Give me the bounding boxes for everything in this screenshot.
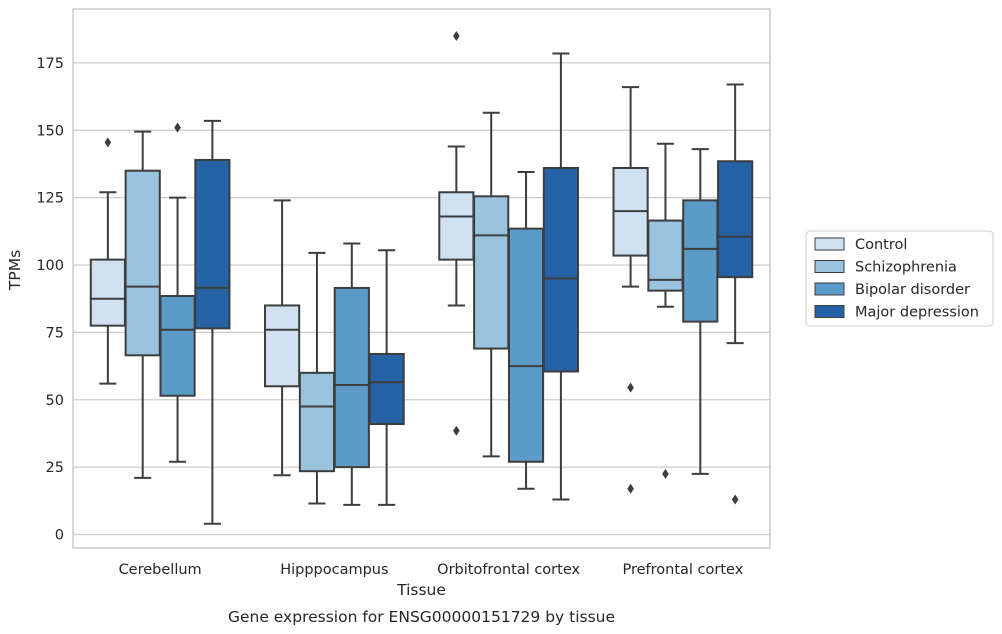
y-tick-label: 0: [55, 528, 64, 544]
box-body: [89, 258, 126, 327]
y-tick-labels: 0 25 50 75 100 125 150 175: [36, 56, 64, 544]
legend-swatch: [814, 305, 845, 318]
box-4-2: [647, 142, 684, 479]
y-tick-label: 175: [36, 56, 64, 72]
y-tick-label: 150: [36, 123, 64, 139]
box-2-1: [264, 199, 301, 477]
outlier-point: [731, 494, 739, 505]
box-4-4: [717, 83, 754, 505]
box-3-3: [507, 171, 545, 490]
y-axis-label: TPMs: [6, 250, 24, 291]
y-tick-label: 100: [36, 258, 64, 274]
box-1-4: [194, 119, 231, 525]
x-tick-label: Hipppocampus: [280, 562, 388, 578]
box-body: [124, 169, 161, 357]
box-1-3: [159, 122, 196, 463]
legend-swatch: [814, 260, 845, 273]
legend-label: Bipolar disorder: [855, 282, 970, 298]
box-body: [507, 227, 545, 463]
box-groups: [89, 30, 754, 525]
y-tick-label: 25: [46, 460, 64, 476]
box-body: [159, 295, 196, 397]
chart-caption: Gene expression for ENSG00000151729 by t…: [228, 608, 615, 626]
box-4-3: [682, 148, 719, 475]
box-body: [264, 304, 301, 388]
legend-label: Major depression: [855, 305, 979, 321]
x-tick-label: Prefrontal cortex: [622, 562, 743, 578]
plot-frame: [72, 8, 771, 549]
box-3-4: [542, 52, 579, 501]
box-body: [368, 352, 405, 426]
box-3-2: [473, 111, 510, 458]
x-tick-label: Cerebellum: [119, 562, 202, 578]
outlier-point: [453, 30, 460, 41]
box-body: [194, 158, 231, 330]
legend: Control Schizophrenia Bipolar disorder Majo…: [805, 230, 994, 327]
box-2-3: [333, 242, 370, 506]
outlier-point: [662, 468, 669, 479]
legend-label: Control: [855, 237, 907, 253]
outlier-point: [174, 122, 181, 133]
box-body: [717, 160, 754, 279]
outlier-point: [453, 425, 460, 436]
legend-swatch: [814, 282, 845, 296]
y-tick-label: 125: [36, 191, 64, 207]
x-tick-label: Orbitofrontal cortex: [437, 562, 580, 578]
legend-swatch: [814, 237, 845, 251]
box-body: [333, 286, 370, 469]
box-body: [542, 167, 579, 373]
y-tick-label: 75: [46, 325, 64, 341]
box-body: [438, 191, 475, 261]
box-1-1: [89, 137, 126, 385]
outlier-point: [627, 382, 634, 393]
legend-label: Schizophrenia: [855, 260, 957, 276]
box-4-1: [612, 86, 649, 494]
box-2-2: [298, 251, 336, 505]
box-body: [298, 371, 336, 473]
x-axis-label: Tissue: [396, 581, 446, 599]
box-2-4: [368, 249, 405, 506]
y-tick-label: 50: [46, 393, 64, 409]
box-1-2: [124, 130, 161, 479]
box-body: [473, 195, 510, 350]
x-tick-labels: Cerebellum Hipppocampus Orbitofrontal cort…: [119, 562, 744, 578]
legend-frame: [805, 230, 994, 327]
box-body: [682, 199, 719, 323]
outlier-point: [627, 483, 634, 494]
outlier-point: [104, 137, 112, 148]
